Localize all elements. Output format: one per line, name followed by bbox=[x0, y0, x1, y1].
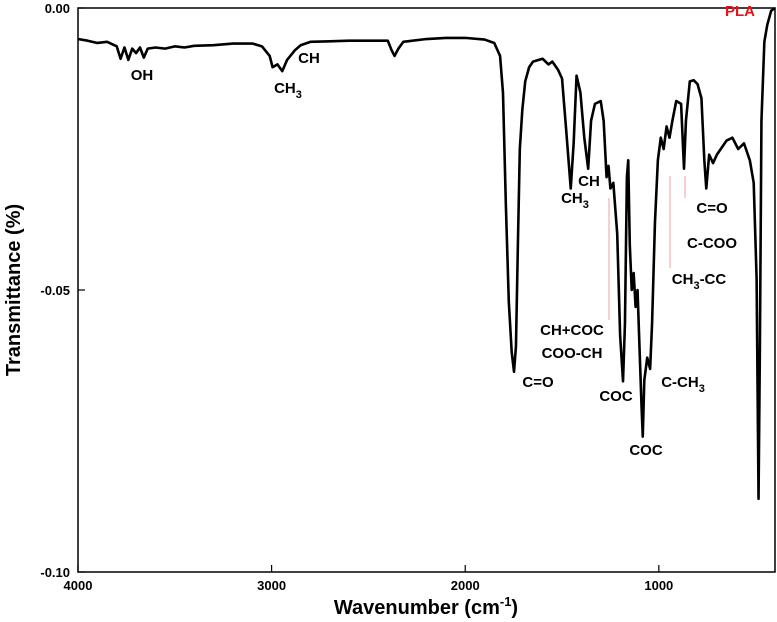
annotation: CH+COC bbox=[540, 322, 604, 339]
annotation: C=O bbox=[522, 374, 554, 391]
y-tick-label: -0.05 bbox=[40, 283, 70, 298]
annotation-text: C=O bbox=[696, 200, 728, 217]
annotation: COC bbox=[629, 442, 663, 459]
annotation: COC bbox=[599, 388, 633, 405]
annotation-text: CH bbox=[298, 50, 320, 67]
annotation: C=O bbox=[696, 200, 728, 217]
y-tick-label: 0.00 bbox=[45, 1, 70, 16]
annotation-sub: 3 bbox=[296, 89, 302, 101]
plot-frame bbox=[77, 7, 776, 573]
x-tick-label: 3000 bbox=[257, 578, 286, 593]
annotation-sub: 3 bbox=[693, 280, 699, 292]
annotation: COO-CH bbox=[542, 345, 603, 362]
x-axis-label-close: ) bbox=[511, 597, 518, 619]
annotation-text: COC bbox=[629, 442, 663, 459]
x-axis-label-sup: -1 bbox=[500, 594, 512, 609]
annotation: OH bbox=[131, 67, 154, 84]
x-tick-label: 1000 bbox=[644, 578, 673, 593]
annotation-text: PLA bbox=[725, 3, 755, 20]
x-tick-label: 2000 bbox=[451, 578, 480, 593]
annotation-text: COC bbox=[599, 388, 633, 405]
annotation: CH3-CC bbox=[672, 271, 727, 292]
y-axis-label: Transmittance (%) bbox=[3, 204, 25, 376]
annotation: CH3 bbox=[561, 190, 589, 211]
annotation-text: C=O bbox=[522, 374, 554, 391]
annotation-sub: 3 bbox=[699, 383, 705, 395]
annotation: PLA bbox=[725, 3, 755, 20]
y-tick-label: -0.10 bbox=[40, 565, 70, 580]
annotation-rest: -CC bbox=[700, 271, 727, 288]
annotation: CH bbox=[578, 173, 600, 190]
x-axis-label: Wavenumber (cm-1) bbox=[334, 594, 518, 619]
annotation: C-CH3 bbox=[661, 374, 705, 395]
x-tick-label: 4000 bbox=[64, 578, 93, 593]
annotation-text: CH bbox=[578, 173, 600, 190]
annotation-text: OH bbox=[131, 67, 154, 84]
annotation-text: C-CH bbox=[661, 374, 699, 391]
annotation-text: CH bbox=[274, 80, 296, 97]
annotation-text: CH bbox=[672, 271, 694, 288]
annotation-text: CH bbox=[561, 190, 583, 207]
x-axis-label-text: Wavenumber (cm bbox=[334, 597, 500, 619]
spectrum-line bbox=[77, 6, 776, 500]
annotation-text: COO-CH bbox=[542, 345, 603, 362]
annotation: CH bbox=[298, 50, 320, 67]
annotation-text: C-COO bbox=[687, 235, 737, 252]
annotation: CH3 bbox=[274, 80, 302, 101]
annotation: C-COO bbox=[687, 235, 737, 252]
annotation-text: CH+COC bbox=[540, 322, 604, 339]
annotation-sub: 3 bbox=[583, 199, 589, 211]
